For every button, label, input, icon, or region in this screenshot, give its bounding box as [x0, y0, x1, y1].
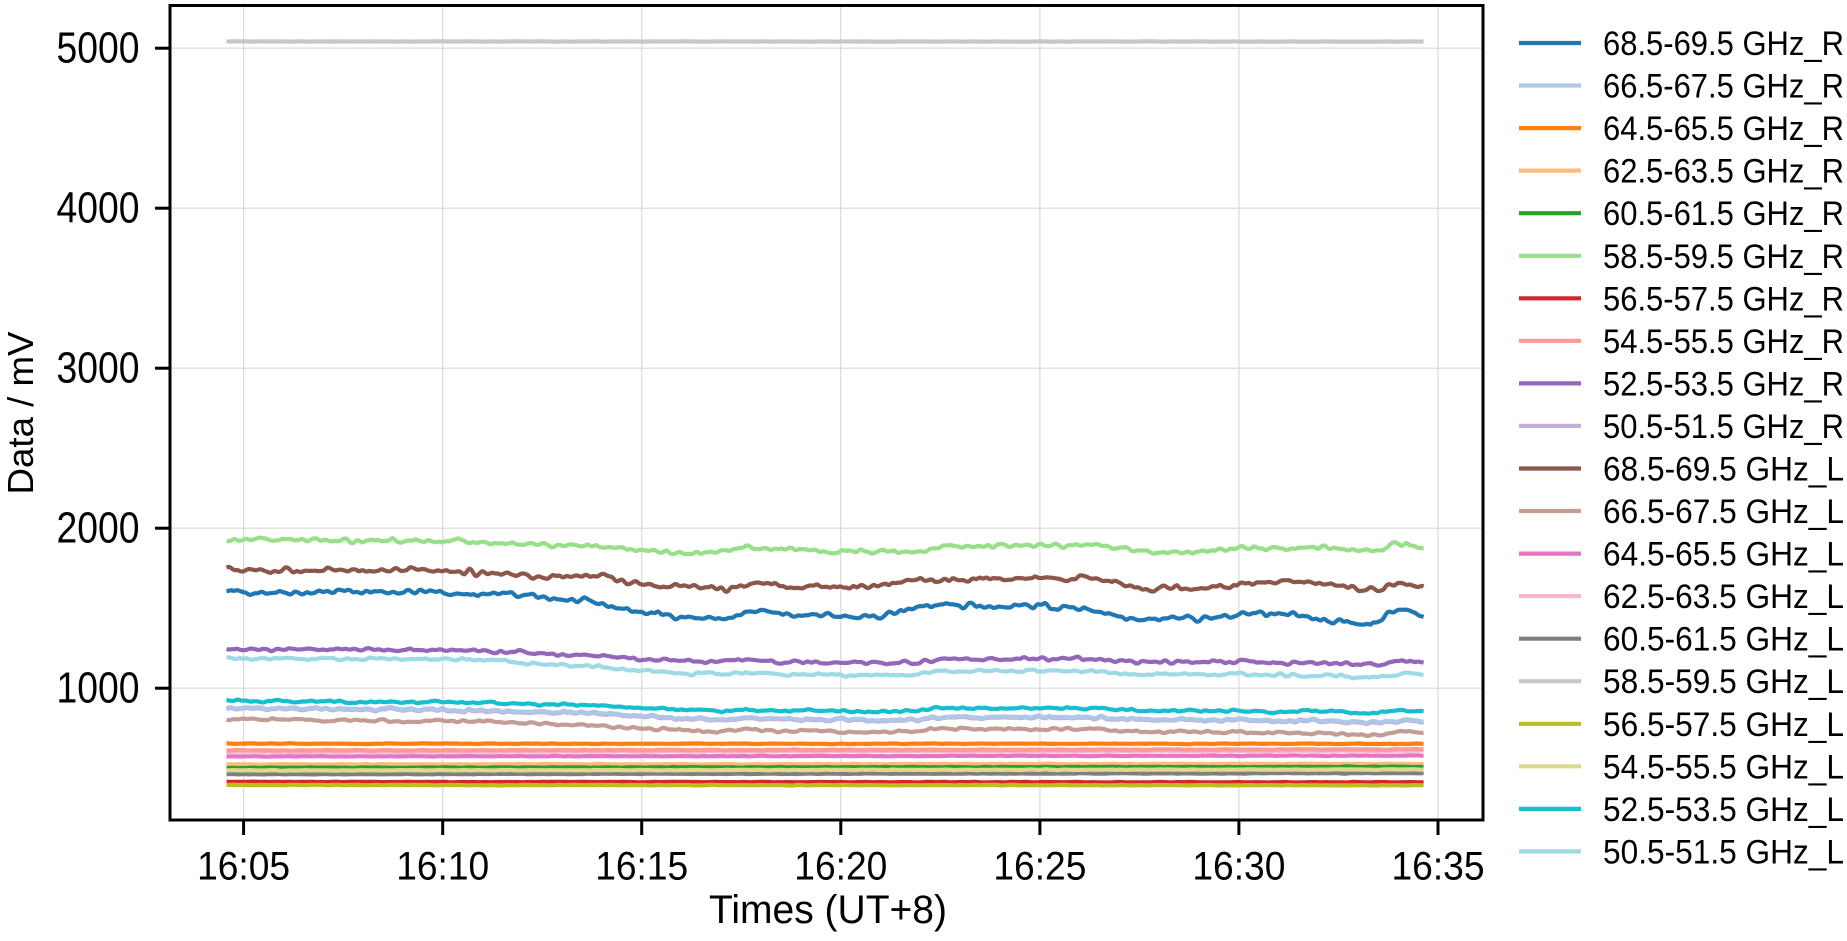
svg-text:54.5-55.5 GHz_L: 54.5-55.5 GHz_L — [1603, 748, 1844, 786]
svg-text:2000: 2000 — [57, 505, 140, 553]
svg-text:68.5-69.5 GHz_R: 68.5-69.5 GHz_R — [1603, 25, 1844, 63]
svg-text:16:35: 16:35 — [1392, 844, 1485, 888]
svg-text:50.5-51.5 GHz_L: 50.5-51.5 GHz_L — [1603, 833, 1844, 871]
svg-text:66.5-67.5 GHz_R: 66.5-67.5 GHz_R — [1603, 68, 1844, 106]
svg-text:60.5-61.5 GHz_R: 60.5-61.5 GHz_R — [1603, 195, 1844, 233]
svg-text:Data / mV: Data / mV — [0, 332, 41, 495]
svg-text:56.5-57.5 GHz_R: 56.5-57.5 GHz_R — [1603, 280, 1844, 318]
svg-text:64.5-65.5 GHz_L: 64.5-65.5 GHz_L — [1603, 536, 1844, 574]
svg-text:52.5-53.5 GHz_R: 52.5-53.5 GHz_R — [1603, 365, 1844, 403]
svg-text:16:30: 16:30 — [1192, 844, 1285, 888]
svg-text:54.5-55.5 GHz_R: 54.5-55.5 GHz_R — [1603, 323, 1844, 361]
svg-text:56.5-57.5 GHz_L: 56.5-57.5 GHz_L — [1603, 706, 1844, 744]
svg-text:64.5-65.5 GHz_R: 64.5-65.5 GHz_R — [1603, 110, 1844, 148]
svg-text:16:15: 16:15 — [595, 844, 688, 888]
svg-text:52.5-53.5 GHz_L: 52.5-53.5 GHz_L — [1603, 791, 1844, 829]
svg-text:68.5-69.5 GHz_L: 68.5-69.5 GHz_L — [1603, 451, 1844, 489]
svg-text:16:10: 16:10 — [396, 844, 489, 888]
svg-text:Times (UT+8): Times (UT+8) — [709, 888, 947, 932]
svg-text:1000: 1000 — [57, 665, 140, 713]
svg-text:4000: 4000 — [57, 185, 140, 233]
svg-text:66.5-67.5 GHz_L: 66.5-67.5 GHz_L — [1603, 493, 1844, 531]
svg-text:5000: 5000 — [57, 25, 140, 73]
svg-text:50.5-51.5 GHz_R: 50.5-51.5 GHz_R — [1603, 408, 1844, 446]
svg-text:3000: 3000 — [57, 345, 140, 393]
svg-text:58.5-59.5 GHz_R: 58.5-59.5 GHz_R — [1603, 238, 1844, 276]
svg-text:62.5-63.5 GHz_R: 62.5-63.5 GHz_R — [1603, 153, 1844, 191]
svg-text:58.5-59.5 GHz_L: 58.5-59.5 GHz_L — [1603, 663, 1844, 701]
svg-text:16:20: 16:20 — [794, 844, 887, 888]
svg-text:16:05: 16:05 — [197, 844, 290, 888]
svg-text:16:25: 16:25 — [993, 844, 1086, 888]
svg-text:60.5-61.5 GHz_L: 60.5-61.5 GHz_L — [1603, 621, 1844, 659]
svg-text:62.5-63.5 GHz_L: 62.5-63.5 GHz_L — [1603, 578, 1844, 616]
